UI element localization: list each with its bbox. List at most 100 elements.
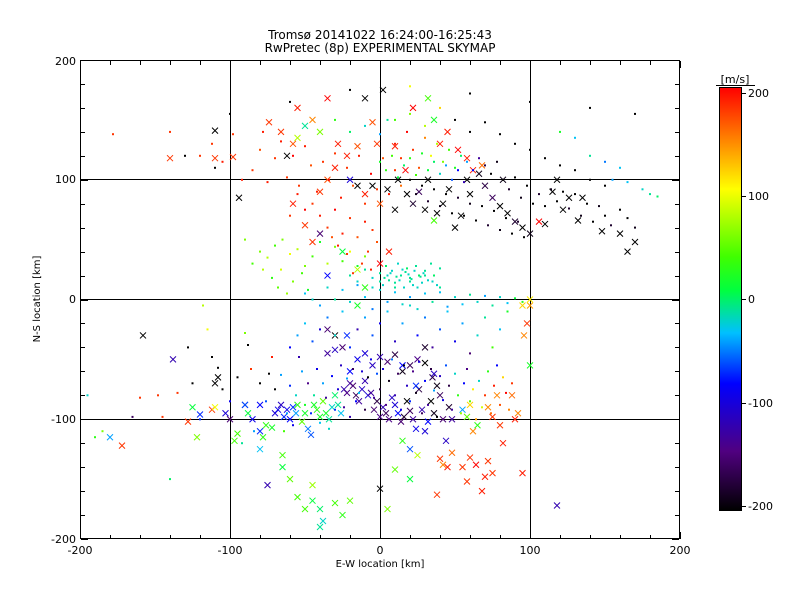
data-point-dot: [169, 131, 171, 133]
data-point-dot: [214, 167, 216, 169]
data-point-dot: [436, 416, 438, 418]
data-point-dot: [304, 404, 306, 406]
data-point-dot: [355, 400, 357, 402]
data-point-dot: [415, 392, 417, 394]
data-point-dot: [298, 185, 300, 187]
data-point-cross: [464, 479, 470, 485]
data-point-dot: [364, 221, 366, 223]
data-point-dot: [271, 277, 273, 279]
data-point-dot: [477, 334, 479, 336]
data-point-cross: [368, 390, 374, 396]
data-point-cross: [371, 407, 377, 413]
data-point-cross: [308, 432, 314, 438]
data-point-dot: [289, 215, 291, 217]
data-point-dot: [370, 269, 372, 271]
data-point-cross: [431, 217, 437, 223]
data-point-dot: [199, 155, 201, 157]
data-point-dot: [454, 167, 456, 169]
data-point-cross: [295, 135, 301, 141]
data-point-dot: [370, 358, 372, 360]
data-point-dot: [409, 400, 411, 402]
data-point-dot: [457, 394, 459, 396]
data-point-cross: [422, 428, 428, 434]
data-point-cross: [335, 402, 341, 408]
data-point-cross: [362, 191, 368, 197]
data-point-dot: [433, 390, 435, 392]
data-point-dot: [388, 193, 390, 195]
data-point-cross: [332, 500, 338, 506]
data-point-dot: [346, 378, 348, 380]
data-point-cross: [490, 195, 496, 201]
data-point-dot: [274, 388, 276, 390]
colorbar-tick-label: 200: [748, 87, 769, 100]
data-point-dot: [337, 388, 339, 390]
data-point-dot: [430, 155, 432, 157]
data-point-cross: [344, 390, 350, 396]
data-point-dot: [342, 311, 344, 313]
data-point-dot: [526, 185, 528, 187]
data-point-cross: [425, 95, 431, 101]
data-point-cross: [140, 332, 146, 338]
data-point-dot: [169, 478, 171, 480]
data-point-cross: [265, 482, 271, 488]
data-point-dot: [211, 356, 213, 358]
data-point-dot: [367, 376, 369, 378]
data-point-cross: [632, 239, 638, 245]
data-point-cross: [257, 402, 263, 408]
data-point-dot: [387, 119, 389, 121]
data-point-dot: [448, 149, 450, 151]
data-point-cross: [407, 476, 413, 482]
data-point-cross: [400, 368, 406, 374]
data-point-dot: [358, 392, 360, 394]
data-point-dot: [358, 155, 360, 157]
data-point-dot: [484, 317, 486, 319]
data-point-cross: [407, 362, 413, 368]
data-point-cross: [542, 221, 548, 227]
data-point-cross: [422, 207, 428, 213]
data-point-cross: [374, 398, 380, 404]
data-point-dot: [478, 157, 480, 159]
data-point-cross: [310, 239, 316, 245]
data-point-cross: [617, 231, 623, 237]
data-point-cross: [460, 464, 466, 470]
data-point-cross: [428, 398, 434, 404]
data-point-cross: [580, 195, 586, 201]
data-point-dot: [385, 169, 387, 171]
data-point-dot: [217, 367, 219, 369]
data-point-dot: [499, 328, 501, 330]
data-point-cross: [413, 383, 419, 389]
data-point-dot: [457, 169, 459, 171]
y-tick-label: -200: [51, 533, 76, 546]
data-point-dot: [475, 418, 477, 420]
data-point-dot: [423, 272, 425, 274]
data-point-cross: [317, 414, 323, 420]
colorbar-tick-label: -100: [748, 397, 773, 410]
data-point-cross: [305, 426, 311, 432]
data-point-dot: [487, 224, 489, 226]
data-point-cross: [476, 171, 482, 177]
data-point-dot: [454, 373, 456, 375]
data-point-cross: [190, 404, 196, 410]
data-point-dot: [514, 143, 516, 145]
data-point-cross: [446, 186, 452, 192]
data-point-dot: [292, 281, 294, 283]
data-point-dot: [430, 368, 432, 370]
y-tick-label: 0: [69, 293, 76, 306]
data-point-dot: [550, 188, 552, 190]
data-point-dot: [538, 193, 540, 195]
data-point-dot: [102, 430, 104, 432]
data-point-dot: [562, 191, 564, 193]
data-point-cross: [263, 422, 269, 428]
data-point-dot: [357, 328, 359, 330]
data-point-cross: [434, 383, 440, 389]
data-point-dot: [295, 394, 297, 396]
data-point-cross: [464, 155, 470, 161]
data-point-dot: [387, 301, 389, 303]
data-point-dot: [343, 406, 345, 408]
data-point-cross: [280, 464, 286, 470]
data-point-cross: [520, 470, 526, 476]
data-point-dot: [244, 332, 246, 334]
data-point-cross: [302, 123, 308, 129]
data-point-dot: [412, 370, 414, 372]
data-point-dot: [387, 275, 389, 277]
